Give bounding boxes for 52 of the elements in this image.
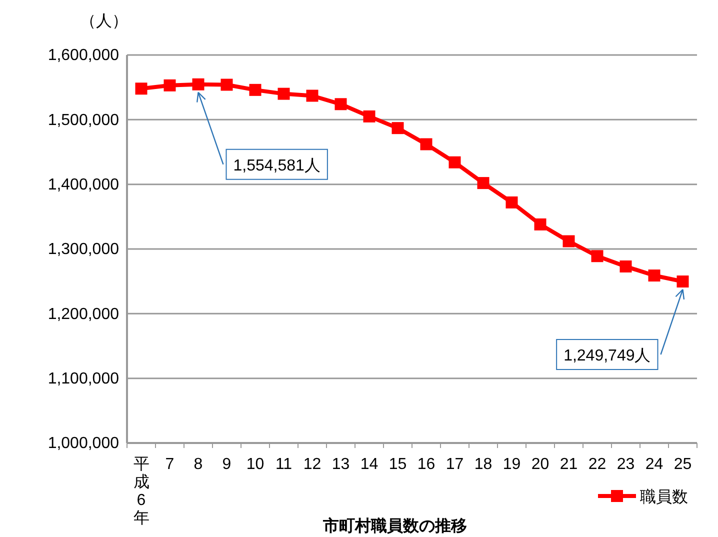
point xyxy=(562,235,575,248)
point xyxy=(591,250,604,262)
legend-label: 職員数 xyxy=(640,488,688,506)
point xyxy=(620,260,632,272)
x-tick-label: 18 xyxy=(474,456,492,473)
point xyxy=(420,138,432,150)
y-tick-label: 1,100,000 xyxy=(48,370,120,388)
annotation: 1,554,581人 xyxy=(233,157,320,174)
x-tick-label: 8 xyxy=(194,456,203,473)
x-tick-label: 23 xyxy=(616,456,635,473)
point xyxy=(278,88,290,100)
x-tick-label: 9 xyxy=(222,456,232,473)
point xyxy=(448,156,461,168)
x-tick-label: 12 xyxy=(303,456,322,473)
y-tick-label: 1,600,000 xyxy=(48,47,120,64)
x-tick-label: 13 xyxy=(332,456,350,473)
annotation: 1,249,749人 xyxy=(564,347,651,364)
point xyxy=(249,84,262,96)
x-tick-label: 7 xyxy=(165,456,174,473)
x-tick-label: 22 xyxy=(588,456,606,473)
y-tick-label: 1,300,000 xyxy=(48,241,120,258)
text: 市町村職員数の推移 xyxy=(322,517,467,535)
x-tick-label: 平成6年 xyxy=(133,456,150,527)
y-tick-label: 1,500,000 xyxy=(48,112,120,129)
y-tick-label: 1,200,000 xyxy=(48,306,120,323)
x-tick-label: 10 xyxy=(246,456,264,473)
point xyxy=(676,275,689,288)
y-tick-label: 1,000,000 xyxy=(48,435,120,452)
point xyxy=(477,177,490,190)
point xyxy=(192,78,204,90)
point xyxy=(306,90,318,102)
x-tick-label: 14 xyxy=(360,456,378,473)
point xyxy=(220,78,233,91)
y-axis-title: （人） xyxy=(80,13,128,30)
point xyxy=(334,98,347,110)
y-tick-label: 1,400,000 xyxy=(48,176,120,194)
x-tick-label: 16 xyxy=(417,456,436,473)
x-tick-label: 15 xyxy=(388,456,407,473)
point xyxy=(135,82,148,95)
x-tick-label: 24 xyxy=(645,456,664,473)
x-tick-label: 25 xyxy=(674,456,692,473)
point xyxy=(164,79,176,92)
point xyxy=(363,110,376,122)
point xyxy=(648,270,660,282)
x-tick-label: 19 xyxy=(502,456,521,473)
x-tick-label: 11 xyxy=(275,456,292,473)
point xyxy=(506,196,518,208)
x-tick-label: 21 xyxy=(560,456,578,473)
x-tick-label: 17 xyxy=(446,456,464,473)
x-tick-label: 20 xyxy=(531,456,550,473)
point xyxy=(392,122,404,134)
point xyxy=(534,218,546,230)
